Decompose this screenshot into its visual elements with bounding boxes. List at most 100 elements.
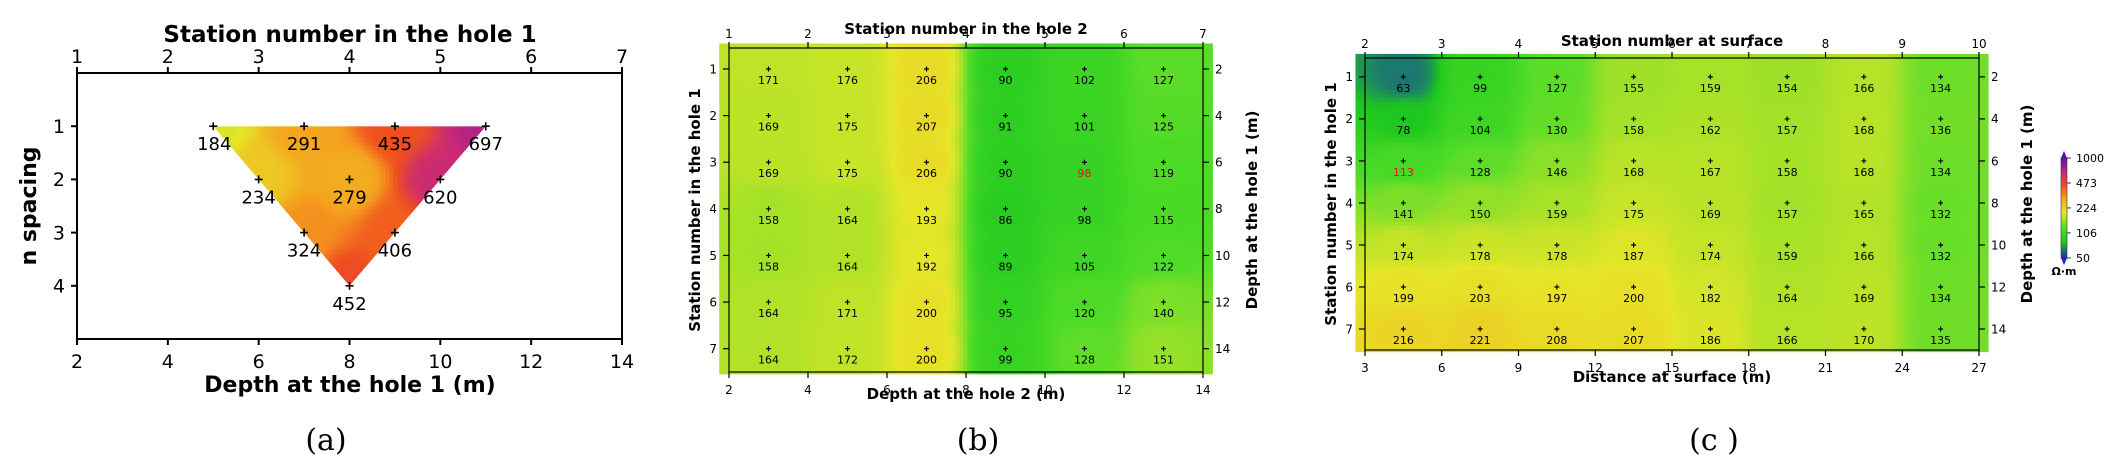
panel-b-cell: [995, 55, 1000, 60]
panel-a-cell: [453, 178, 458, 183]
panel-b-cell: [775, 59, 780, 64]
panel-b-cell: [1107, 59, 1112, 64]
panel-a-cell: [465, 174, 470, 179]
panel-a-cell: [281, 166, 286, 171]
panel-a-cell: [317, 182, 322, 187]
panel-a-cell: [413, 258, 418, 263]
panel-a-point-marker: [481, 122, 490, 131]
panel-a-cell: [217, 262, 222, 267]
panel-b-cell: [1187, 51, 1192, 56]
panel-b-cell: [815, 67, 820, 72]
panel-b-cell: [1195, 103, 1200, 108]
panel-a-cell: [389, 178, 394, 183]
panel-b-cell: [1035, 59, 1040, 64]
panel-b-cell: [919, 83, 924, 88]
panel-a-cell: [273, 234, 278, 239]
panel-b-cell: [847, 75, 852, 80]
panel-b-cell: [851, 95, 856, 100]
panel-a-cell: [397, 226, 402, 231]
panel-b-cell: [1039, 55, 1044, 60]
panel-a-cell: [213, 186, 218, 191]
panel-b-cell: [987, 103, 992, 108]
panel-a-cell: [233, 198, 238, 203]
panel-a-cell: [461, 182, 466, 187]
panel-b-cell: [1167, 103, 1172, 108]
panel-a-cell: [405, 262, 410, 267]
panel-b-cell: [887, 79, 892, 84]
panel-a-cell: [385, 146, 390, 151]
panel-a-cell: [265, 162, 270, 167]
panel-a-cell: [413, 154, 418, 159]
panel-b-cell: [1083, 59, 1088, 64]
panel-b-cell: [1183, 103, 1188, 108]
panel-b-cell: [1207, 107, 1212, 112]
panel-b-cell: [911, 59, 916, 64]
panel-a-cell: [357, 218, 362, 223]
panel-a-cell: [437, 262, 442, 267]
panel-b-cell: [1047, 103, 1052, 108]
panel-a-cell: [365, 254, 370, 259]
panel-b-cell: [927, 91, 932, 96]
panel-b-cell: [811, 95, 816, 100]
panel-b-cell: [863, 79, 868, 84]
panel-b-cell: [943, 95, 948, 100]
panel-b-cell: [955, 47, 960, 52]
panel-a-cell: [277, 162, 282, 167]
panel-a-cell: [269, 262, 274, 267]
panel-a-cell: [381, 166, 386, 171]
panel-a-cell: [329, 126, 334, 131]
panel-b-cell: [1171, 51, 1176, 56]
panel-b-cell: [823, 71, 828, 76]
panel-a-cell: [405, 166, 410, 171]
panel-b-cell: [803, 111, 808, 116]
panel-b-cell: [911, 75, 916, 80]
panel-b-cell: [739, 43, 744, 48]
panel-b-cell: [887, 75, 892, 80]
panel-a-cell: [397, 262, 402, 267]
panel-a-cell: [233, 250, 238, 255]
panel-b-cell: [1067, 103, 1072, 108]
panel-b-cell: [1015, 71, 1020, 76]
panel-a-cell: [257, 242, 262, 247]
panel-a-cell: [353, 262, 358, 267]
panel-b-cell: [1191, 83, 1196, 88]
panel-b-cell: [1051, 87, 1056, 92]
panel-a-cell: [257, 266, 262, 271]
panel-b-cell: [1171, 67, 1176, 72]
panel-b-cell: [951, 55, 956, 60]
panel-a-cell: [309, 226, 314, 231]
panel-b-cell: [883, 87, 888, 92]
panel-a-cell: [357, 146, 362, 151]
panel-a-cell: [433, 142, 438, 147]
panel-a-cell: [325, 186, 330, 191]
panel-b-cell: [1011, 91, 1016, 96]
panel-a-cell: [385, 262, 390, 267]
panel-a-cell: [245, 278, 250, 283]
panel-b-cell: [879, 71, 884, 76]
panel-b-cell: [1063, 79, 1068, 84]
panel-a-cell: [313, 214, 318, 219]
panel-a-cell: [305, 146, 310, 151]
panel-b-cell: [847, 111, 852, 116]
panel-b-cell: [1147, 107, 1152, 112]
panel-b-cell: [839, 71, 844, 76]
panel-a-cell: [269, 174, 274, 179]
panel-a-cell: [477, 158, 482, 163]
panel-b-cell: [795, 79, 800, 84]
panel-a-cell: [217, 238, 222, 243]
panel-b-cell: [1023, 63, 1028, 68]
panel-b-cell: [967, 99, 972, 104]
panel-b-cell: [1195, 51, 1200, 56]
panel-b-cell: [823, 55, 828, 60]
panel-a-cell: [277, 218, 282, 223]
panel-b-cell: [799, 51, 804, 56]
panel-a-cell: [437, 266, 442, 271]
panel-a-cell: [353, 234, 358, 239]
panel-b-cell: [1175, 63, 1180, 68]
panel-a-cell: [237, 234, 242, 239]
panel-b-cell: [1195, 87, 1200, 92]
panel-a-cell: [417, 230, 422, 235]
panel-b-cell: [791, 75, 796, 80]
panel-a-cell: [229, 134, 234, 139]
panel-b-cell: [831, 43, 836, 48]
